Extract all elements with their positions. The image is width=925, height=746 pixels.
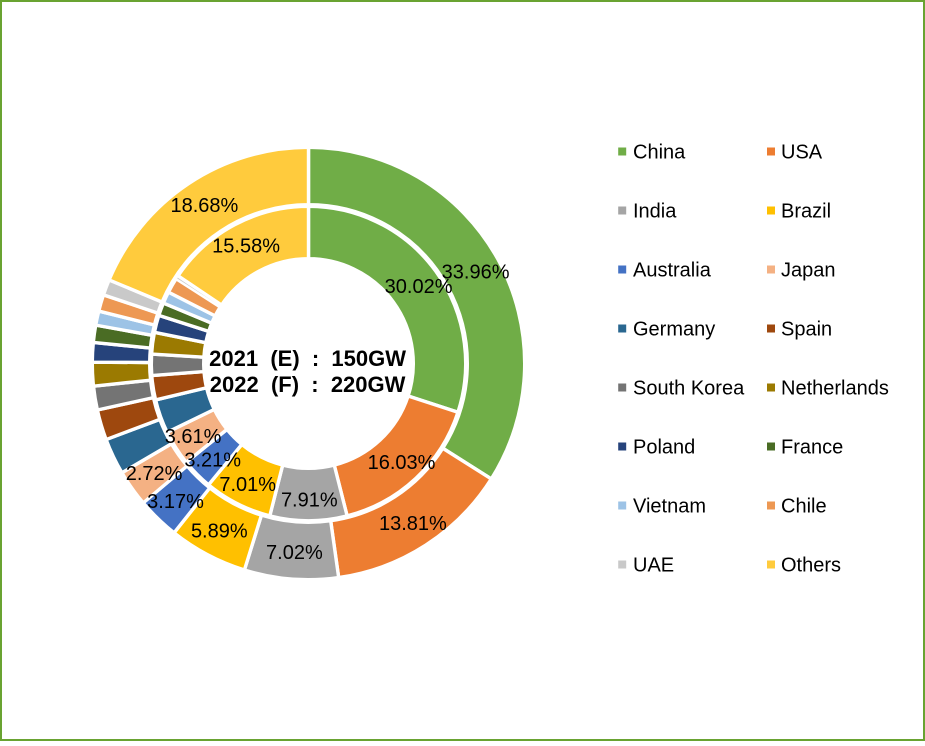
svg-text:Japan: Japan (781, 260, 836, 282)
svg-text:Australia: Australia (633, 260, 712, 282)
svg-text:15.58%: 15.58% (212, 235, 280, 257)
svg-text:33.96%: 33.96% (442, 262, 510, 284)
svg-text:China: China (633, 142, 686, 164)
svg-text:18.68%: 18.68% (170, 195, 238, 217)
svg-text:3.21%: 3.21% (184, 449, 241, 471)
svg-text:7.02%: 7.02% (266, 542, 323, 564)
svg-text:South Korea: South Korea (633, 378, 745, 400)
svg-text:Germany: Germany (633, 319, 715, 341)
svg-text:2021 (E) : 150GW: 2021 (E) : 150GW (209, 346, 406, 371)
svg-text:7.01%: 7.01% (219, 474, 276, 496)
svg-text:Brazil: Brazil (781, 201, 831, 223)
svg-text:Spain: Spain (781, 319, 832, 341)
svg-text:16.03%: 16.03% (368, 452, 436, 474)
svg-text:7.91%: 7.91% (281, 490, 338, 512)
svg-text:5.89%: 5.89% (191, 521, 248, 543)
svg-text:13.81%: 13.81% (379, 513, 447, 535)
svg-text:3.17%: 3.17% (147, 491, 204, 513)
svg-text:3.61%: 3.61% (165, 426, 222, 448)
svg-text:Poland: Poland (633, 437, 695, 459)
svg-text:2.72%: 2.72% (126, 463, 183, 485)
svg-text:2022 (F) : 220GW: 2022 (F) : 220GW (210, 372, 406, 397)
svg-text:Chile: Chile (781, 496, 827, 518)
svg-text:USA: USA (781, 142, 823, 164)
svg-text:France: France (781, 437, 843, 459)
svg-text:Others: Others (781, 555, 841, 577)
svg-text:UAE: UAE (633, 555, 674, 577)
svg-text:30.02%: 30.02% (385, 276, 453, 298)
svg-text:India: India (633, 201, 677, 223)
svg-text:Netherlands: Netherlands (781, 378, 889, 400)
svg-text:Vietnam: Vietnam (633, 496, 706, 518)
